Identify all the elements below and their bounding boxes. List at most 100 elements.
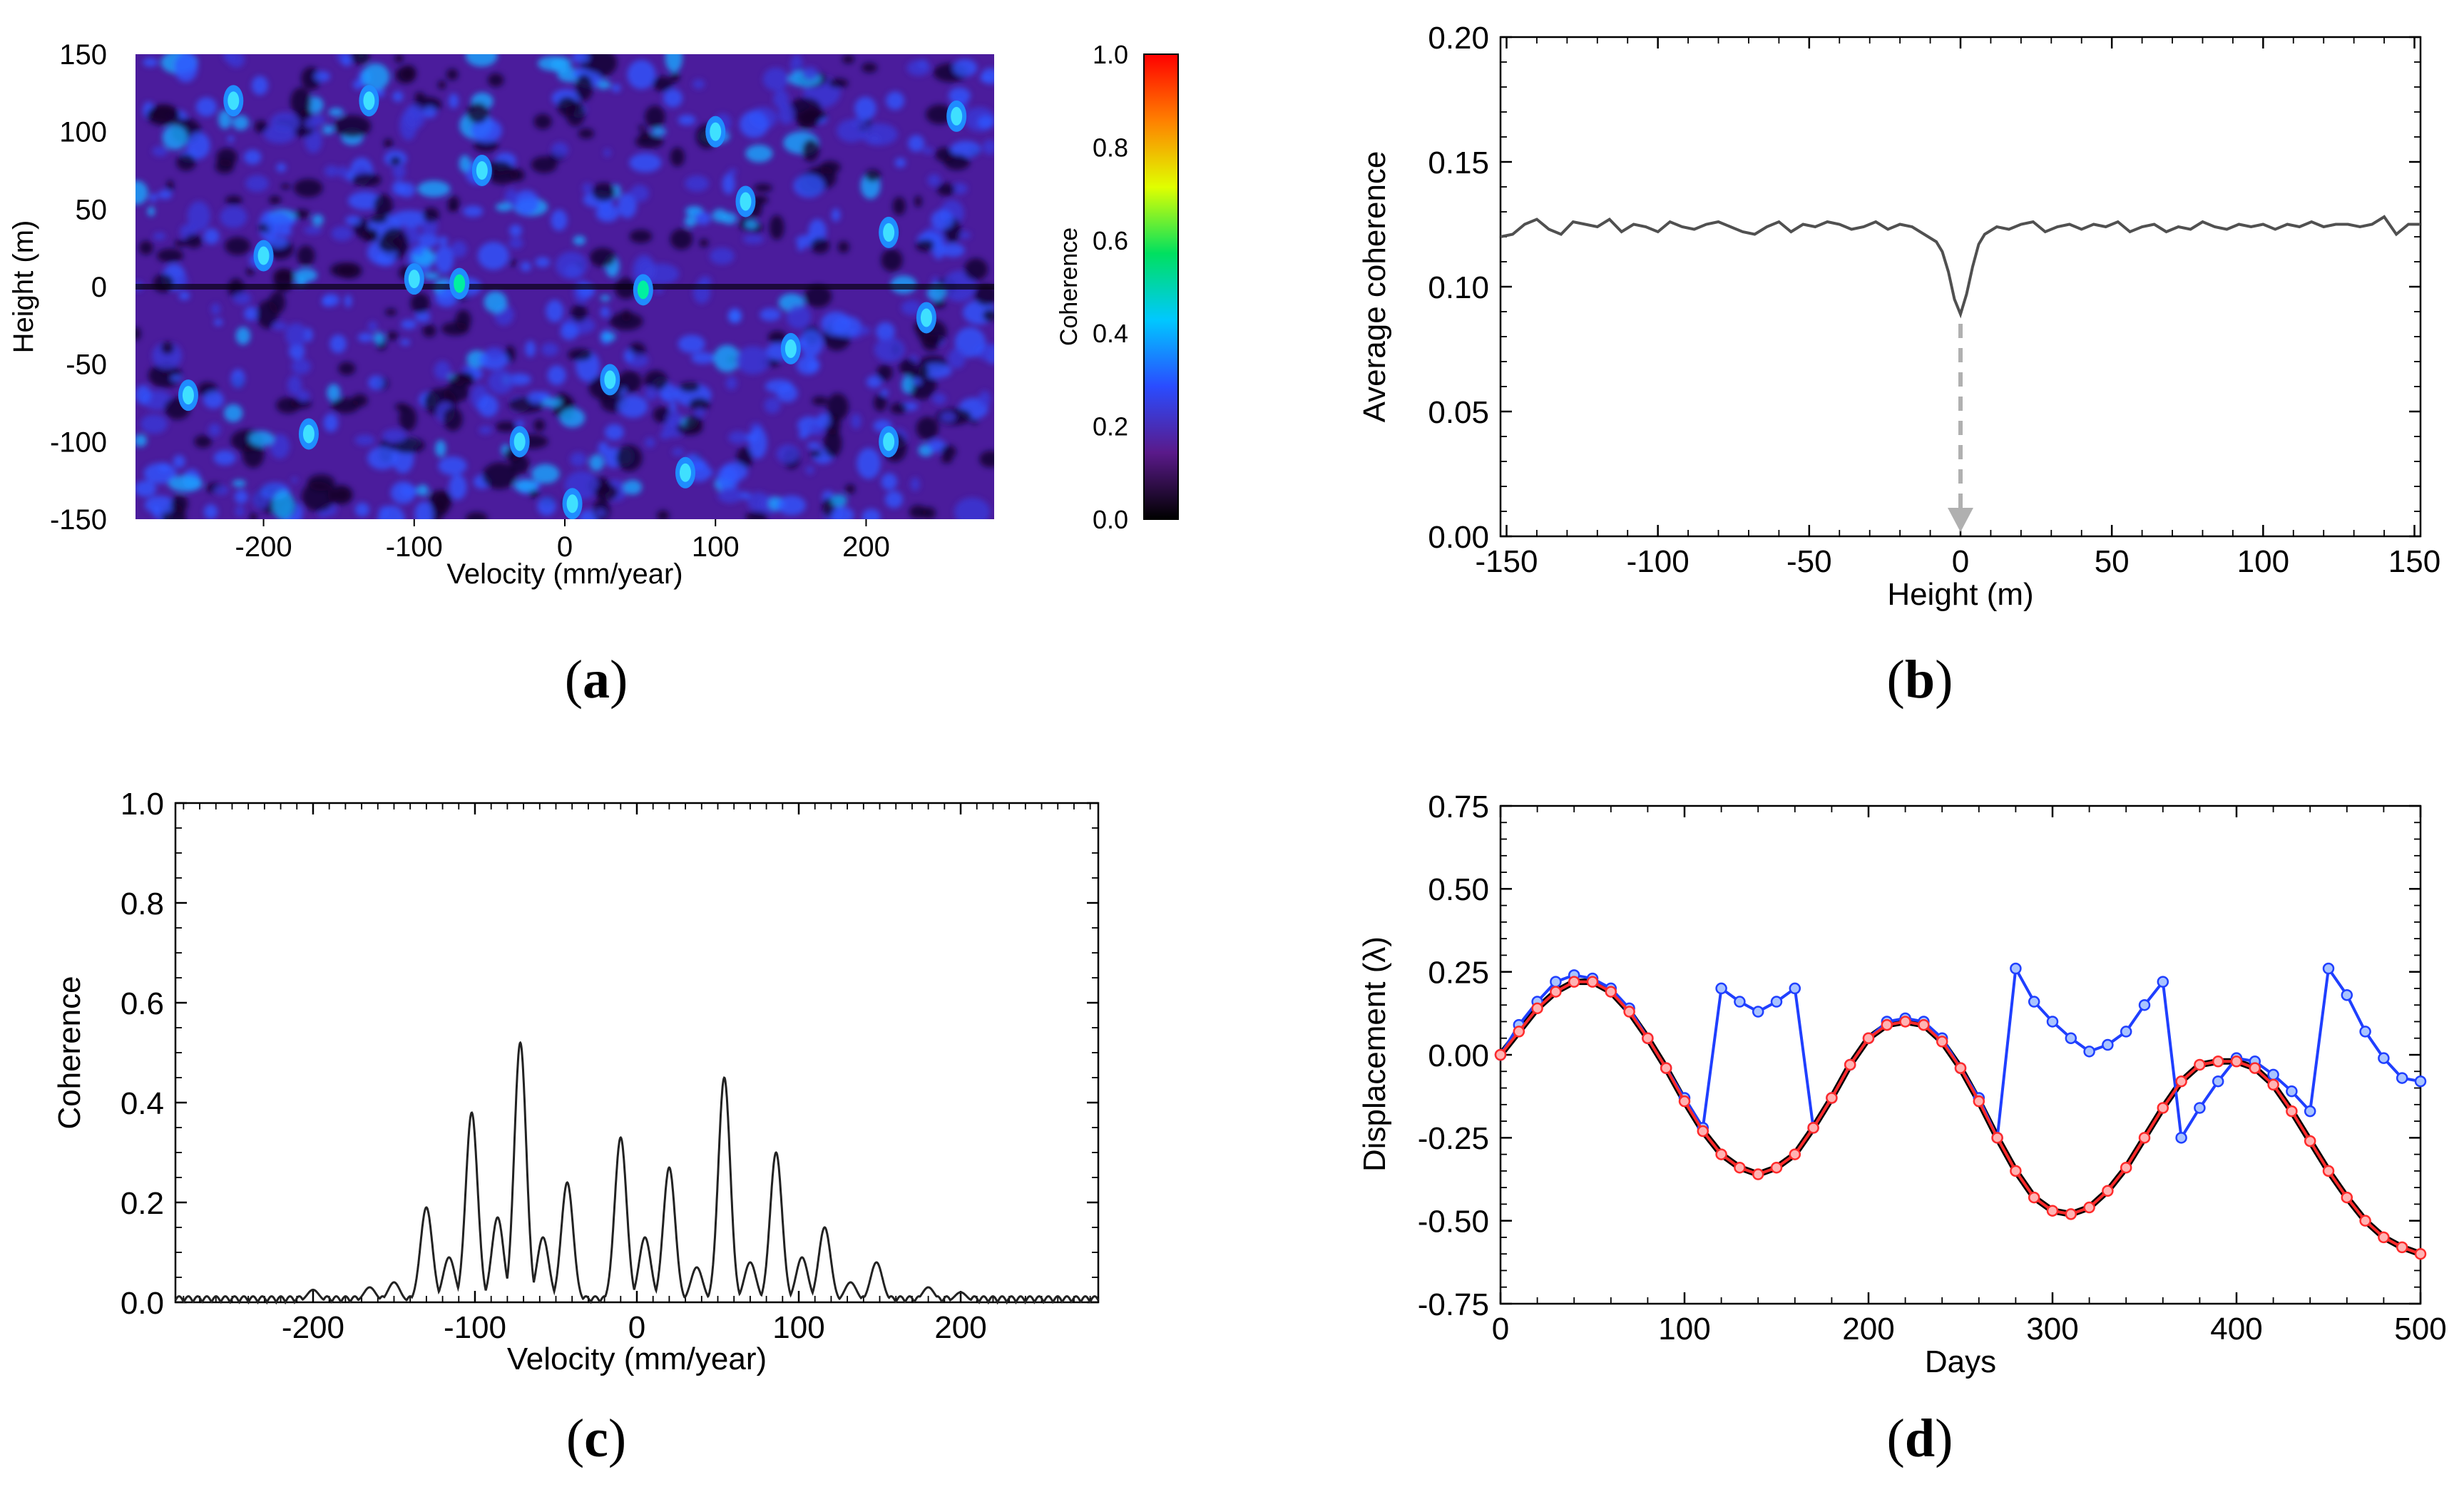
texture-blob bbox=[611, 83, 621, 93]
texture-blob bbox=[886, 91, 904, 110]
texture-blob bbox=[573, 235, 586, 245]
texture-blob bbox=[827, 393, 849, 421]
texture-blob bbox=[297, 390, 310, 402]
texture-blob bbox=[941, 445, 956, 459]
texture-blob bbox=[947, 348, 966, 369]
texture-blob bbox=[600, 295, 610, 302]
texture-blob bbox=[263, 125, 296, 144]
texture-blob bbox=[334, 488, 350, 501]
estimated-point bbox=[1623, 1006, 1635, 1018]
texture-blob bbox=[368, 375, 384, 390]
texture-blob bbox=[495, 421, 517, 432]
texture-blob bbox=[978, 390, 991, 408]
texture-blob bbox=[399, 111, 417, 140]
texture-blob bbox=[831, 506, 854, 519]
d-axes: 0 100 200 300 400 500 -0.75 -0.50 -0.25 0.00 0.25 0… bbox=[1418, 790, 2447, 1347]
wrapped-point bbox=[2378, 1052, 2390, 1064]
texture-blob bbox=[807, 359, 819, 372]
y-tick-label: 0.25 bbox=[1428, 956, 1489, 991]
texture-blob bbox=[860, 123, 898, 145]
texture-blob bbox=[287, 218, 297, 225]
y-tick-label: 0.00 bbox=[1428, 520, 1489, 555]
texture-blob bbox=[951, 183, 968, 195]
wrapped-point bbox=[2286, 1085, 2298, 1098]
texture-blob bbox=[438, 456, 467, 476]
texture-blob bbox=[941, 243, 965, 257]
estimated-point bbox=[1770, 1161, 1783, 1174]
texture-blob bbox=[940, 412, 956, 422]
texture-blob bbox=[688, 397, 710, 412]
texture-blob bbox=[670, 71, 680, 83]
texture-blob bbox=[921, 334, 940, 352]
texture-blob bbox=[537, 56, 567, 71]
texture-blob bbox=[414, 92, 425, 101]
texture-blob bbox=[694, 408, 705, 418]
y-tick-label: 0 bbox=[91, 272, 107, 303]
x-tick-label: -50 bbox=[1786, 544, 1832, 579]
texture-blob bbox=[513, 479, 538, 493]
texture-blob bbox=[909, 505, 927, 519]
texture-blob bbox=[395, 66, 416, 84]
texture-blob bbox=[623, 349, 634, 362]
texture-blob bbox=[670, 401, 677, 412]
y-tick-label: 0.2 bbox=[121, 1186, 164, 1221]
texture-blob bbox=[362, 63, 390, 91]
texture-blob bbox=[727, 308, 742, 324]
colorbar bbox=[1143, 53, 1179, 520]
wrapped-point bbox=[2194, 1102, 2206, 1114]
texture-blob bbox=[659, 431, 670, 439]
texture-blob bbox=[695, 211, 711, 225]
texture-blob bbox=[354, 434, 375, 446]
texture-blob bbox=[932, 393, 946, 405]
wrapped-displacement-line bbox=[1499, 964, 2421, 1143]
texture-blob bbox=[328, 108, 344, 116]
texture-blob bbox=[208, 423, 221, 436]
texture-blob bbox=[449, 93, 459, 109]
texture-blob bbox=[173, 455, 185, 469]
wrapped-point bbox=[2175, 1132, 2187, 1144]
texture-blob bbox=[747, 491, 770, 512]
estimated-point bbox=[2378, 1231, 2390, 1244]
average-coherence-line bbox=[1500, 215, 2420, 319]
texture-blob bbox=[810, 237, 830, 254]
estimated-point bbox=[1826, 1092, 1838, 1104]
texture-blob bbox=[603, 148, 611, 157]
texture-blob bbox=[232, 479, 246, 487]
texture-blob bbox=[352, 394, 368, 407]
panel-b-average-coherence: -150 -100 -50 0 50 100 150 0.00 0.05 0.10 0.15 0.20… bbox=[1357, 21, 2440, 710]
texture-blob bbox=[368, 321, 378, 332]
texture-blob bbox=[234, 489, 248, 504]
texture-blob bbox=[473, 139, 499, 153]
colorbar-tick-label: 0.0 bbox=[1093, 505, 1128, 534]
estimated-point bbox=[2267, 1078, 2279, 1091]
estimated-point bbox=[1550, 986, 1562, 998]
texture-blob bbox=[627, 60, 656, 90]
texture-blob bbox=[862, 509, 881, 519]
texture-blob bbox=[477, 242, 509, 270]
estimated-point bbox=[1586, 976, 1599, 988]
y-tick-label: 0.4 bbox=[121, 1086, 164, 1121]
texture-blob bbox=[414, 501, 434, 519]
texture-blob bbox=[931, 210, 954, 230]
texture-blob bbox=[837, 241, 849, 253]
texture-blob bbox=[176, 153, 196, 171]
hotspot-inner bbox=[784, 339, 797, 358]
wrapped-point bbox=[1550, 976, 1562, 988]
texture-blob bbox=[285, 322, 307, 347]
texture-blob bbox=[293, 178, 323, 198]
texture-blob bbox=[817, 412, 830, 428]
texture-blob bbox=[591, 183, 616, 202]
panel-d-displacement: 0 100 200 300 400 500 -0.75 -0.50 -0.25 0.00 0.25 0… bbox=[1357, 790, 2447, 1468]
b-xlabel: Height (m) bbox=[1887, 577, 2033, 612]
wrapped-point bbox=[2396, 1072, 2408, 1084]
b-ylabel: Average coherence bbox=[1357, 151, 1392, 423]
texture-blob bbox=[437, 80, 446, 90]
texture-blob bbox=[334, 115, 372, 138]
texture-blob bbox=[762, 67, 789, 91]
texture-blob bbox=[767, 330, 787, 344]
texture-blob bbox=[235, 506, 245, 517]
texture-blob bbox=[876, 364, 893, 382]
texture-blob bbox=[749, 427, 767, 459]
texture-blob bbox=[321, 296, 333, 307]
texture-blob bbox=[973, 284, 994, 306]
